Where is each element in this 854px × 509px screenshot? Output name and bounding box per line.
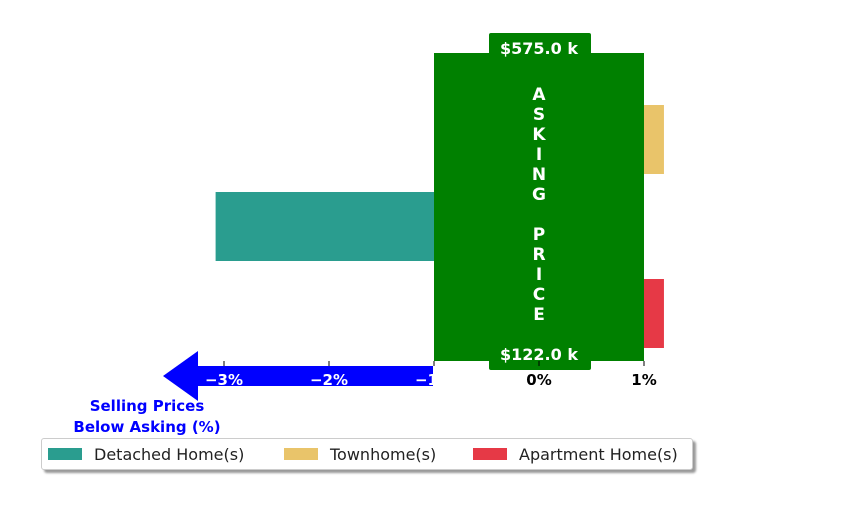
x-tick-label: −1%	[415, 371, 453, 389]
asking-price-rect	[434, 53, 644, 361]
legend-label-townhome: Townhome(s)	[330, 444, 437, 464]
top-price-badge	[489, 33, 591, 61]
x-axis: −3% −2% −1% 0% 1%	[205, 361, 657, 389]
legend-item-detached: Detached Home(s)	[48, 444, 244, 464]
legend-item-townhome: Townhome(s)	[284, 444, 436, 464]
x-tick-label: 1%	[631, 371, 656, 389]
arrow-shape	[163, 351, 433, 401]
x-tick-label: −3%	[205, 371, 243, 389]
below-asking-arrow	[163, 351, 433, 401]
legend-label-apartment: Apartment Home(s)	[519, 444, 678, 464]
legend-item-apartment: Apartment Home(s)	[473, 444, 678, 464]
legend: Detached Home(s) Townhome(s) Apartment H…	[41, 438, 693, 470]
legend-swatch-detached	[48, 448, 82, 460]
top-price-label: $575.0 k	[500, 39, 578, 58]
legend-label-detached: Detached Home(s)	[94, 444, 245, 464]
x-tick-label: 0%	[526, 371, 551, 389]
bottom-price-badge	[489, 342, 591, 370]
arrow-label-line1: Selling Prices	[90, 397, 205, 415]
arrow-label-line2: Below Asking (%)	[73, 418, 220, 436]
legend-swatch-townhome	[284, 448, 318, 460]
x-tick-label: −2%	[310, 371, 348, 389]
legend-swatch-apartment	[473, 448, 507, 460]
bottom-price-label: $122.0 k	[500, 345, 578, 364]
